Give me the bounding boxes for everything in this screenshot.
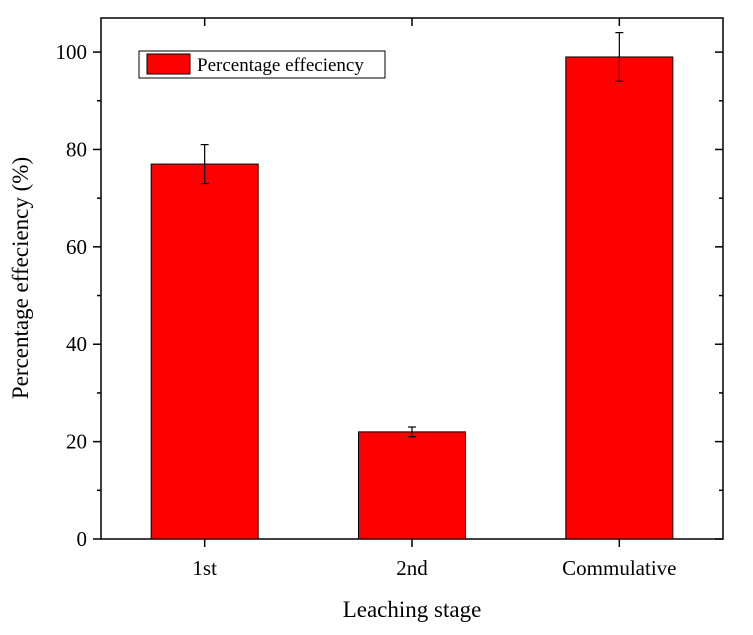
x-tick-labels: 1st 2nd Commulative	[192, 556, 676, 580]
x-axis	[203, 18, 621, 547]
error-bars	[200, 32, 624, 438]
bar-series	[150, 56, 674, 540]
error-bar	[200, 143, 209, 185]
x-tick-label: Commulative	[562, 556, 676, 580]
bar-1st	[150, 163, 259, 540]
legend-swatch	[146, 53, 191, 75]
y-tick-label: 20	[66, 430, 87, 454]
bar-commulative	[565, 56, 674, 540]
y-tick-label: 60	[66, 235, 87, 259]
y-tick-label: 0	[77, 527, 88, 551]
y-axis: 0 20 40 60 80 100	[56, 40, 723, 551]
x-tick-label: 1st	[192, 556, 217, 580]
y-tick-label: 40	[66, 332, 87, 356]
error-bar	[408, 426, 416, 438]
y-tick-label: 100	[56, 40, 88, 64]
y-tick-label: 80	[66, 137, 87, 161]
bar-2nd	[358, 431, 466, 540]
legend: Percentage effeciency	[138, 50, 386, 79]
x-tick-label: 2nd	[396, 556, 428, 580]
y-axis-title: Percentage effeciency (%)	[8, 157, 33, 399]
error-bar	[615, 32, 624, 82]
legend-label: Percentage effeciency	[197, 55, 364, 76]
x-axis-title: Leaching stage	[343, 597, 482, 622]
